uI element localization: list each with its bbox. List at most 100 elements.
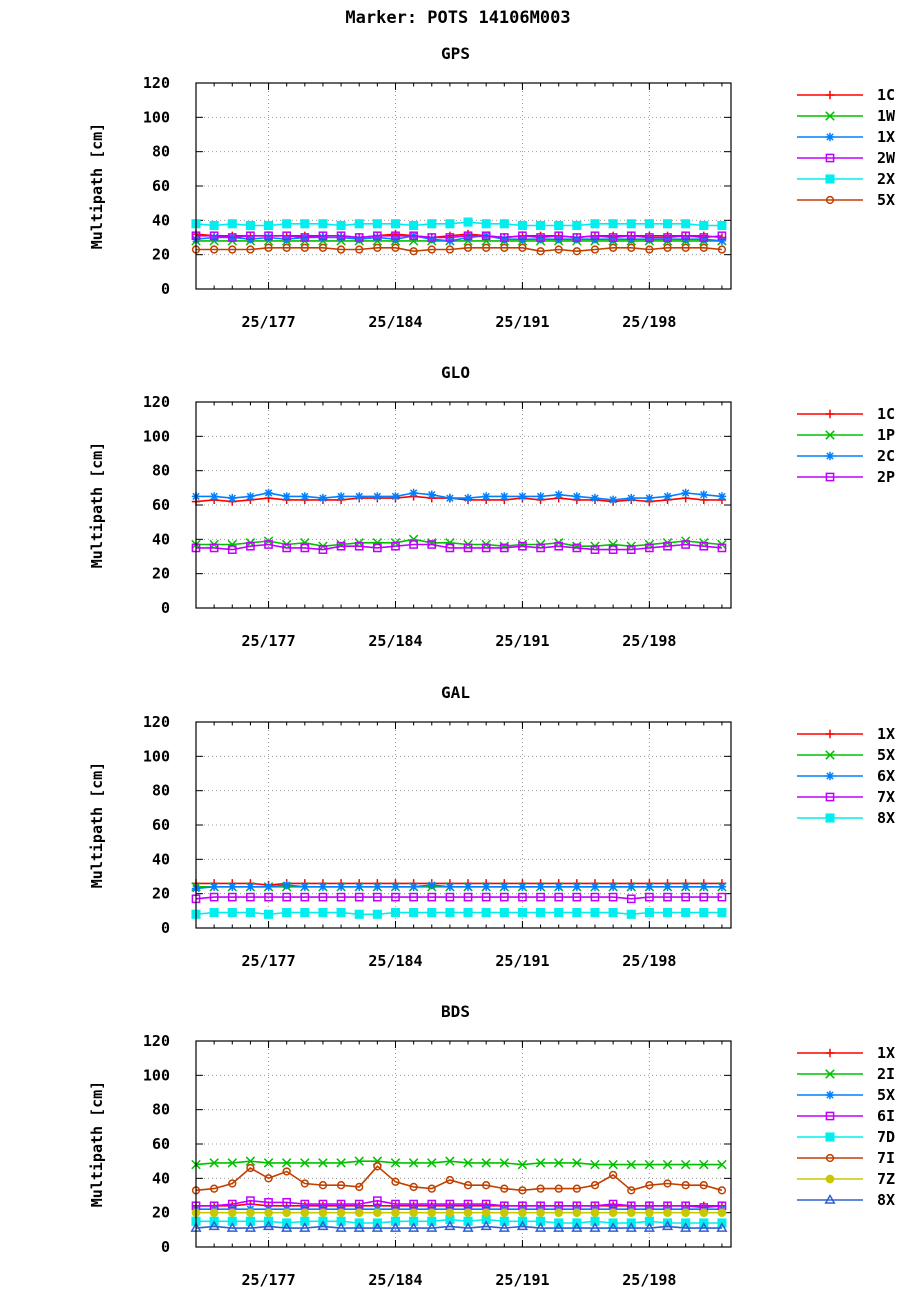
data-point xyxy=(373,882,382,891)
data-point xyxy=(554,1208,564,1218)
data-point xyxy=(262,1220,275,1231)
legend-item-1p: 1P xyxy=(797,426,895,444)
data-point xyxy=(499,1208,509,1218)
data-point xyxy=(282,1167,291,1176)
chart-title: BDS xyxy=(441,1002,470,1021)
data-point xyxy=(427,235,436,244)
y-tick-label: 40 xyxy=(152,211,170,229)
data-point xyxy=(373,1162,382,1171)
x-tick-label: 25/184 xyxy=(368,313,422,331)
data-point xyxy=(590,1181,600,1190)
series-5x xyxy=(191,243,727,256)
data-point xyxy=(391,882,400,891)
data-point xyxy=(391,1208,400,1218)
data-point xyxy=(481,1158,491,1168)
legend-marker xyxy=(825,1048,835,1058)
data-point xyxy=(227,545,237,554)
data-point xyxy=(318,231,328,241)
data-point xyxy=(663,541,672,551)
y-tick-label: 0 xyxy=(161,919,170,937)
series-line xyxy=(195,911,722,916)
x-tick-label: 25/177 xyxy=(241,1271,295,1289)
data-point xyxy=(353,1222,365,1232)
legend-marker xyxy=(825,1090,835,1100)
data-point xyxy=(246,1208,255,1218)
data-point xyxy=(499,233,509,242)
data-point xyxy=(282,1208,292,1218)
data-point xyxy=(554,541,564,551)
data-point xyxy=(373,1196,382,1206)
data-point xyxy=(264,1198,273,1207)
data-point xyxy=(663,235,672,244)
data-point xyxy=(391,1199,400,1209)
data-point xyxy=(227,1208,237,1218)
data-point xyxy=(499,219,509,229)
data-point xyxy=(373,243,382,252)
chart-panel-glo: GLO 0 20 40 60 80 100 120 25/177 25/184 25/191 25/1… xyxy=(88,363,895,650)
data-point xyxy=(590,231,600,241)
series-2p xyxy=(191,540,727,554)
plot-frame xyxy=(195,1040,732,1248)
data-point xyxy=(409,540,418,549)
data-point xyxy=(663,492,672,501)
series-line xyxy=(196,1218,722,1224)
series-line xyxy=(195,221,722,227)
data-point xyxy=(300,1158,310,1168)
y-axis-label: Multipath [cm] xyxy=(88,442,106,568)
data-point xyxy=(281,1222,293,1232)
data-point xyxy=(518,243,527,252)
data-point xyxy=(645,882,654,891)
legend-marker xyxy=(825,771,835,781)
legend-label: 5X xyxy=(877,746,895,764)
data-point xyxy=(626,909,636,919)
data-point xyxy=(246,492,255,501)
data-point xyxy=(300,1208,310,1218)
data-point xyxy=(517,539,528,550)
data-point xyxy=(282,243,291,252)
data-point xyxy=(318,892,328,902)
data-point xyxy=(482,1181,491,1190)
data-point xyxy=(389,1222,402,1232)
data-point xyxy=(318,882,328,891)
y-axis-label: Multipath [cm] xyxy=(88,123,106,249)
data-point xyxy=(681,219,691,229)
data-point xyxy=(264,488,273,498)
data-point xyxy=(536,220,546,231)
data-point xyxy=(245,908,255,918)
data-point xyxy=(518,1208,527,1218)
data-point xyxy=(681,231,691,241)
data-point xyxy=(335,1222,347,1232)
data-point xyxy=(463,493,473,503)
data-point xyxy=(282,892,292,902)
data-point xyxy=(536,1184,545,1193)
data-point xyxy=(663,882,672,891)
data-point xyxy=(445,908,455,918)
series-7d xyxy=(191,1214,727,1228)
data-point xyxy=(391,1177,400,1186)
x-tick-label: 25/198 xyxy=(622,632,676,650)
y-tick-label: 120 xyxy=(143,74,170,92)
data-point xyxy=(208,1220,220,1231)
data-point xyxy=(445,1199,455,1209)
data-point xyxy=(445,233,455,242)
data-point xyxy=(536,235,545,244)
data-point xyxy=(463,1199,473,1209)
data-point xyxy=(246,1196,255,1206)
data-point xyxy=(554,245,563,254)
data-point xyxy=(663,1179,672,1188)
data-point xyxy=(571,1222,583,1232)
legend-item-1x: 1X xyxy=(797,1044,895,1062)
data-point xyxy=(245,1156,256,1166)
data-point xyxy=(608,539,618,550)
chart-title: GAL xyxy=(441,683,470,702)
data-point xyxy=(427,1158,437,1168)
data-point xyxy=(409,1182,418,1192)
data-point xyxy=(517,1159,528,1170)
data-point xyxy=(644,219,654,229)
data-point xyxy=(481,1208,491,1218)
x-tick-label: 25/191 xyxy=(495,952,549,970)
data-point xyxy=(717,908,727,918)
legend-item-7x: 7X xyxy=(797,788,895,806)
data-point xyxy=(644,1159,655,1170)
